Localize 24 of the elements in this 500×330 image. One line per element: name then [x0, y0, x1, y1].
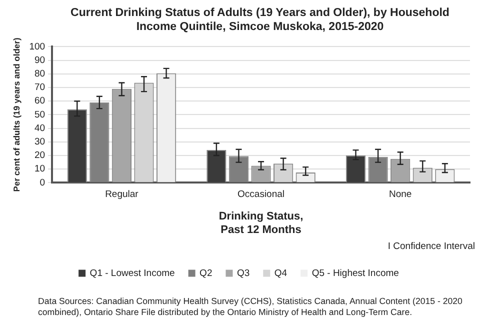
legend-label: Q3 — [236, 268, 250, 279]
y-tick-label: 10 — [34, 164, 46, 175]
y-tick-label: 100 — [29, 41, 46, 52]
x-tick-label: None — [388, 189, 412, 200]
text: I Confidence Interval — [388, 241, 475, 252]
legend-label: Q2 — [200, 268, 212, 279]
y-tick-label: 70 — [34, 82, 46, 94]
y-tick-label: 0 — [40, 177, 46, 188]
text: Data Sources: Canadian Community Health Survey (CCHS), Statistics Canada, Annual Content (2015 - 2020 combined), Ontario Share File distributed by the Ontario Ministry of Health and Long-Term Care. — [38, 296, 464, 318]
y-tick-label: 40 — [34, 122, 46, 134]
chart-title: Current Drinking Status of Adults (19 Years and Older), by Household Income Quintile, Simcoe Muskoka, 2015-2020 — [70, 6, 450, 34]
y-tick-label: 30 — [34, 136, 46, 148]
x-tick-label: Regular — [105, 189, 138, 200]
legend-label: Q5 - Highest Income — [312, 268, 399, 279]
y-tick-label: 50 — [34, 109, 46, 120]
x-tick-label: Occasional — [238, 189, 285, 200]
y-tick-label: 90 — [34, 54, 46, 66]
y-tick-label: 60 — [34, 96, 46, 107]
y-tick-label: 80 — [34, 68, 46, 80]
y-axis-title: Per cent of adults (19 years and older) — [11, 38, 22, 192]
legend-label: Q1 - Lowest Income — [90, 268, 175, 279]
y-tick-label: 20 — [34, 150, 46, 162]
legend-label: Q4 — [274, 268, 288, 279]
x-axis-title: Drinking Status, Past 12 Months — [218, 210, 304, 236]
